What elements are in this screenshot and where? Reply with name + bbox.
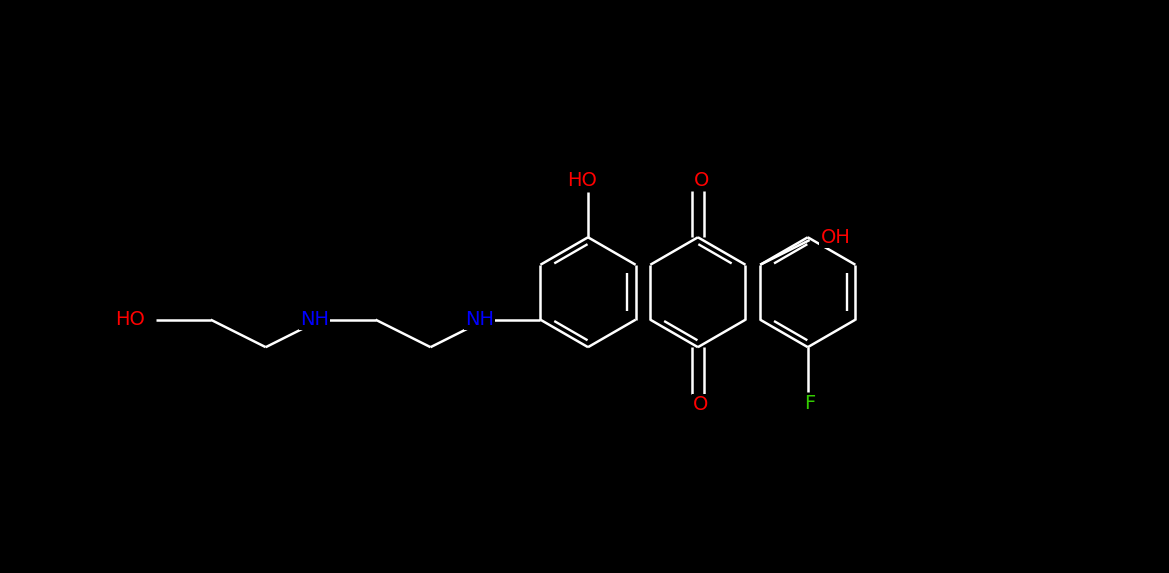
Text: NH: NH: [300, 310, 330, 329]
Text: HO: HO: [116, 310, 145, 329]
Text: OH: OH: [821, 227, 850, 246]
Text: O: O: [693, 171, 710, 190]
Text: O: O: [692, 395, 708, 414]
Text: HO: HO: [567, 171, 597, 190]
Text: NH: NH: [465, 310, 494, 329]
Text: F: F: [804, 394, 816, 413]
